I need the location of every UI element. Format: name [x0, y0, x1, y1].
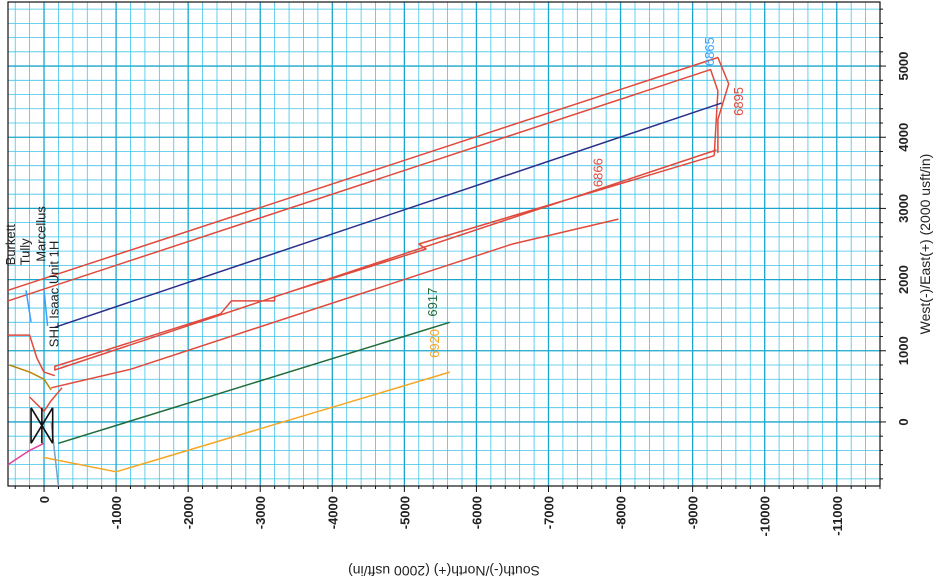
- well-paths: [7, 56, 730, 487]
- x-tick-label: -5000: [397, 496, 412, 529]
- x-tick-label: -7000: [541, 496, 556, 529]
- annotation-label: 6866: [591, 158, 606, 187]
- plot-background: [8, 2, 880, 486]
- rig-icon-frame: [30, 407, 54, 444]
- x-axis-title: South(-)/North(+) (2000 usft/in): [348, 563, 540, 579]
- y-axis-ticks: [880, 8, 886, 480]
- annotation-label: 6920: [427, 329, 442, 358]
- series-line-10: [9, 364, 52, 391]
- y-tick-label: 0: [896, 418, 911, 425]
- plot-frame: [7, 1, 881, 487]
- series-line-4: [51, 218, 619, 389]
- series-line-14: [43, 290, 49, 326]
- x-tick-label: 0: [37, 496, 52, 503]
- annotation-label: 6865: [702, 37, 717, 66]
- x-tick-label: -3000: [253, 496, 268, 529]
- rig-icon: [30, 407, 54, 444]
- y-axis-title: West(-)/East(+) (2000 usft/in): [917, 154, 933, 335]
- x-tick-label: -2000: [181, 496, 196, 529]
- annotation-label: Burkett: [3, 224, 18, 266]
- y-tick-labels: 0 1000 2000 3000 4000 5000: [896, 52, 911, 426]
- y-tick-label: 5000: [896, 52, 911, 81]
- x-tick-label: -6000: [469, 496, 484, 529]
- x-tick-label: -1000: [109, 496, 124, 529]
- x-axis-ticks: [14, 486, 881, 492]
- series-line-3: [54, 149, 717, 371]
- series-line-6: [58, 321, 451, 445]
- series-line-1: [7, 56, 730, 292]
- major-grid: [8, 2, 880, 486]
- series-line-13: [25, 290, 32, 323]
- x-tick-label: -4000: [325, 496, 340, 529]
- y-tick-label: 1000: [896, 336, 911, 365]
- annotation-label: 6895: [731, 87, 746, 116]
- y-tick-label: 3000: [896, 194, 911, 223]
- x-tick-label: -10000: [758, 496, 773, 536]
- annotation-label: Tully: [18, 238, 33, 265]
- y-tick-label: 4000: [896, 123, 911, 152]
- series-line-2: [7, 68, 719, 302]
- x-tick-label: -9000: [686, 496, 701, 529]
- annotation-label: Marcellus: [33, 206, 48, 262]
- x-tick-label: -8000: [614, 496, 629, 529]
- series-line-11: [7, 442, 45, 466]
- y-tick-label: 2000: [896, 265, 911, 294]
- x-tick-labels: 0 -1000 -2000 -3000 -4000 -5000 -6000 -7000 -800…: [37, 496, 845, 536]
- series-line-9: [29, 387, 63, 413]
- series-line-5: [54, 102, 722, 329]
- annotation-label: SHL Isaac Unit 1H: [46, 241, 61, 347]
- series-line-7: [43, 371, 451, 473]
- x-tick-label: -11000: [830, 496, 845, 536]
- annotation-label: 6917: [425, 288, 440, 317]
- series-line-8: [8, 334, 56, 377]
